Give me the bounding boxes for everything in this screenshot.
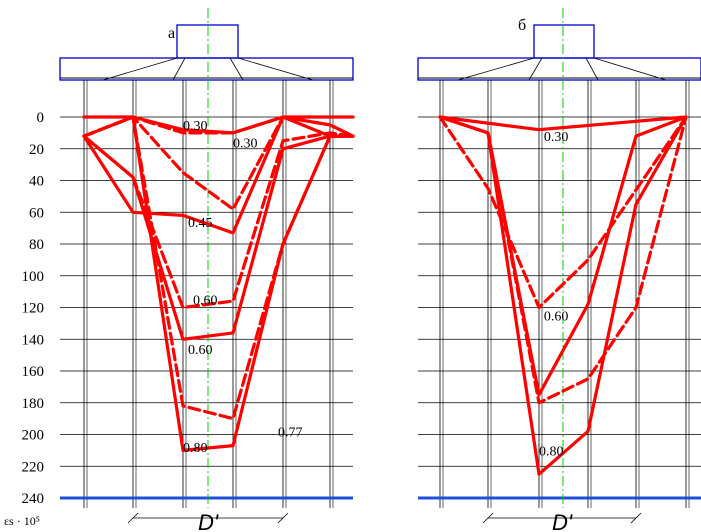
pad-load-spread-line: [593, 57, 667, 81]
contour-value-label: 0.60: [544, 309, 569, 324]
pad-load-spread-line: [172, 57, 186, 81]
y-axis-label: εs · 10⁵: [4, 514, 40, 528]
contour-value-label: 0.80: [183, 441, 208, 456]
contour-value-label: 0.30: [183, 119, 208, 134]
panel-label: а: [168, 25, 175, 42]
y-tick-label: 40: [29, 174, 44, 190]
contour-value-label: 0.45: [188, 216, 213, 231]
y-tick-label: 80: [29, 237, 44, 253]
dimension-tick: [482, 512, 494, 524]
data-series-line: [82, 134, 355, 341]
data-series-line: [82, 115, 355, 452]
panel-label: б: [518, 17, 526, 34]
pad-load-spread-line: [229, 57, 244, 81]
data-series-line: [438, 115, 688, 476]
y-tick-label: 160: [22, 364, 45, 380]
y-tick-label: 200: [22, 428, 45, 444]
y-tick-label: 120: [22, 301, 45, 317]
contour-value-label: 0.80: [539, 444, 564, 459]
data-series-line: [82, 131, 355, 310]
data-series-line: [438, 115, 688, 132]
y-tick-label: 180: [22, 396, 45, 412]
pad-load-spread-line: [457, 57, 535, 81]
data-series-line: [438, 115, 688, 310]
contour-value-label: 0.30: [233, 136, 258, 151]
contour-value-label: 0.60: [193, 294, 218, 309]
column-outline: [533, 24, 595, 59]
pad-load-spread-line: [102, 57, 178, 81]
pad-outline: [59, 57, 354, 81]
data-series-line: [82, 115, 355, 421]
y-tick-label: 60: [29, 205, 44, 221]
structure-layer: [59, 24, 701, 81]
dimension-tick: [127, 512, 139, 524]
contour-value-label: 0.60: [188, 343, 213, 358]
pad-load-spread-line: [528, 57, 543, 81]
contour-value-label: 0.30: [544, 130, 569, 145]
y-tick-label: 140: [22, 332, 45, 348]
contour-value-label: 0.77: [278, 425, 303, 440]
pad-load-spread-line: [237, 57, 314, 81]
x-axis-dimension-label: D': [552, 510, 573, 532]
y-tick-label: 100: [22, 269, 45, 285]
dimension-tick: [277, 512, 289, 524]
y-tick-label: 20: [29, 142, 44, 158]
pad-load-spread-line: [585, 57, 599, 81]
x-axis-dimension-label: D': [198, 510, 219, 532]
y-tick-label: 220: [22, 459, 45, 475]
dimension-tick: [630, 512, 642, 524]
y-tick-label: 0: [37, 110, 45, 126]
text-layer: 0.30 0.30 0.45 0.60 0.60 0.77 0.80 а D' 0 20 40 60 80…: [4, 17, 573, 532]
pad-outline: [417, 57, 701, 81]
y-tick-label: 240: [22, 491, 45, 507]
data-layer: [82, 115, 688, 476]
